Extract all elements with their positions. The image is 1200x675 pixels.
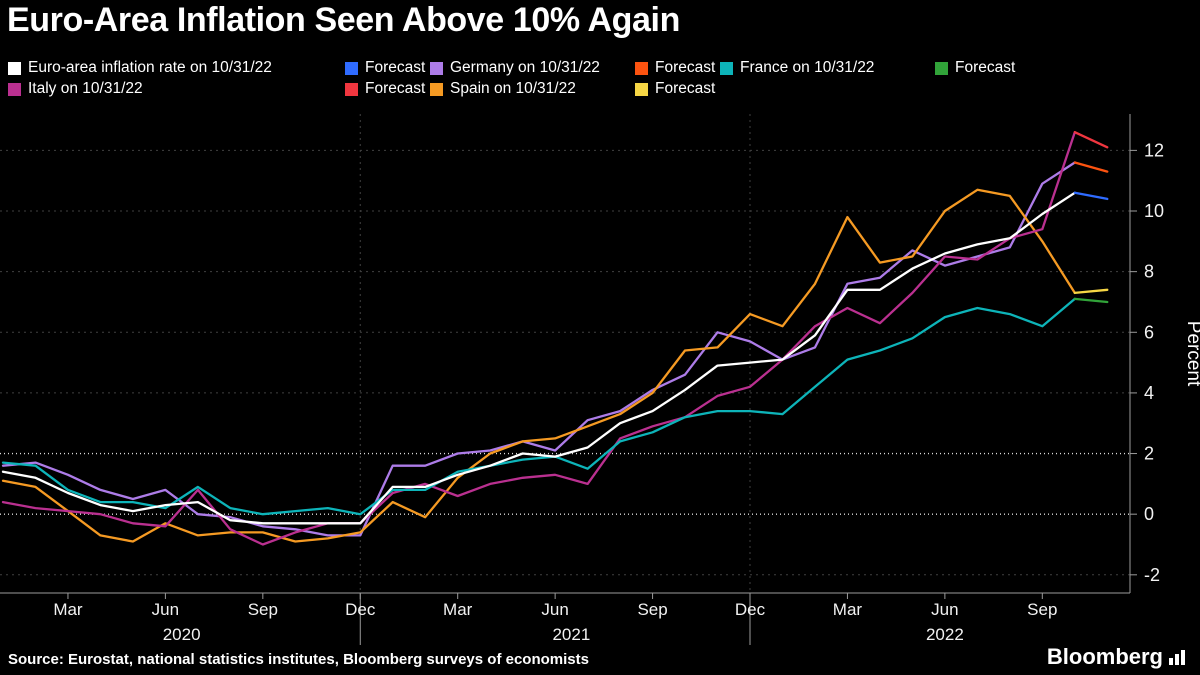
legend-label: Euro-area inflation rate on 10/31/22 [28,59,272,76]
series-line-euro_area_forecast [1073,191,1109,201]
y-tick-label: 8 [1144,262,1154,282]
legend-label: Forecast [365,59,426,76]
legend-item: Forecast [935,59,1015,77]
legend-item: Forecast [345,80,430,98]
source-note: Source: Eurostat, national statistics in… [8,651,589,668]
legend-swatch [635,61,648,75]
legend-label: Germany on 10/31/22 [450,59,600,76]
y-tick-label: 12 [1144,140,1164,160]
x-tick-label: Jun [152,600,179,619]
x-tick-label: Dec [345,600,376,619]
series-line-euro_area [1,191,1076,525]
legend-item: Italy on 10/31/22 [8,80,345,98]
bloomberg-wordmark: Bloomberg [1046,644,1163,669]
legend-item: Forecast [345,59,430,77]
series-line-france [1,297,1076,516]
legend-item: France on 10/31/22 [720,59,935,77]
y-axis-title: Percent [1183,321,1200,387]
legend-item: Spain on 10/31/22 [430,80,635,98]
x-tick-label: Sep [1027,600,1057,619]
legend-label: Forecast [955,59,1016,76]
y-tick-label: -2 [1144,565,1160,585]
legend-label: Italy on 10/31/22 [28,80,143,97]
legend-label: Forecast [655,80,716,97]
y-tick-label: 6 [1144,322,1154,342]
legend-swatch [345,61,358,75]
y-tick-label: 4 [1144,383,1154,403]
legend-label: France on 10/31/22 [740,59,875,76]
series-line-italy [1,131,1076,546]
legend-swatch [8,61,21,75]
x-tick-label: Jun [931,600,958,619]
legend-label: Forecast [655,59,716,76]
legend-swatch [430,82,443,96]
bloomberg-logo: Bloomberg [1047,644,1188,670]
legend-swatch [720,61,733,75]
page-title: Euro-Area Inflation Seen Above 10% Again [7,1,680,39]
chart-legend: Euro-area inflation rate on 10/31/22 Fore… [8,59,1015,98]
legend-item: Germany on 10/31/22 [430,59,635,77]
year-label: 2022 [926,625,964,644]
legend-item: Forecast [635,80,720,98]
x-tick-label: Mar [833,600,863,619]
year-label: 2021 [552,625,590,644]
legend-swatch [935,61,948,75]
legend-item: Euro-area inflation rate on 10/31/22 [8,59,345,77]
x-tick-label: Dec [735,600,766,619]
legend-swatch [430,61,443,75]
y-tick-label: 0 [1144,504,1154,524]
legend-label: Spain on 10/31/22 [450,80,576,97]
series-line-france_forecast [1073,297,1109,304]
legend-swatch [345,82,358,96]
y-tick-label: 10 [1144,201,1164,221]
x-tick-label: Sep [637,600,667,619]
series-line-spain_forecast [1073,288,1109,295]
x-tick-label: Jun [541,600,568,619]
y-tick-label: 2 [1144,444,1154,464]
legend-swatch [8,82,21,96]
x-tick-label: Mar [53,600,83,619]
legend-swatch [635,82,648,96]
series-line-germany [1,161,1076,537]
bloomberg-chart-icon [1169,650,1185,665]
x-tick-label: Mar [443,600,473,619]
series-line-italy_forecast [1073,131,1109,149]
series-line-spain [1,188,1076,543]
year-label: 2020 [163,625,201,644]
series-line-germany_forecast [1073,161,1109,173]
x-tick-label: Sep [248,600,278,619]
legend-item: Forecast [635,59,720,77]
legend-label: Forecast [365,80,426,97]
